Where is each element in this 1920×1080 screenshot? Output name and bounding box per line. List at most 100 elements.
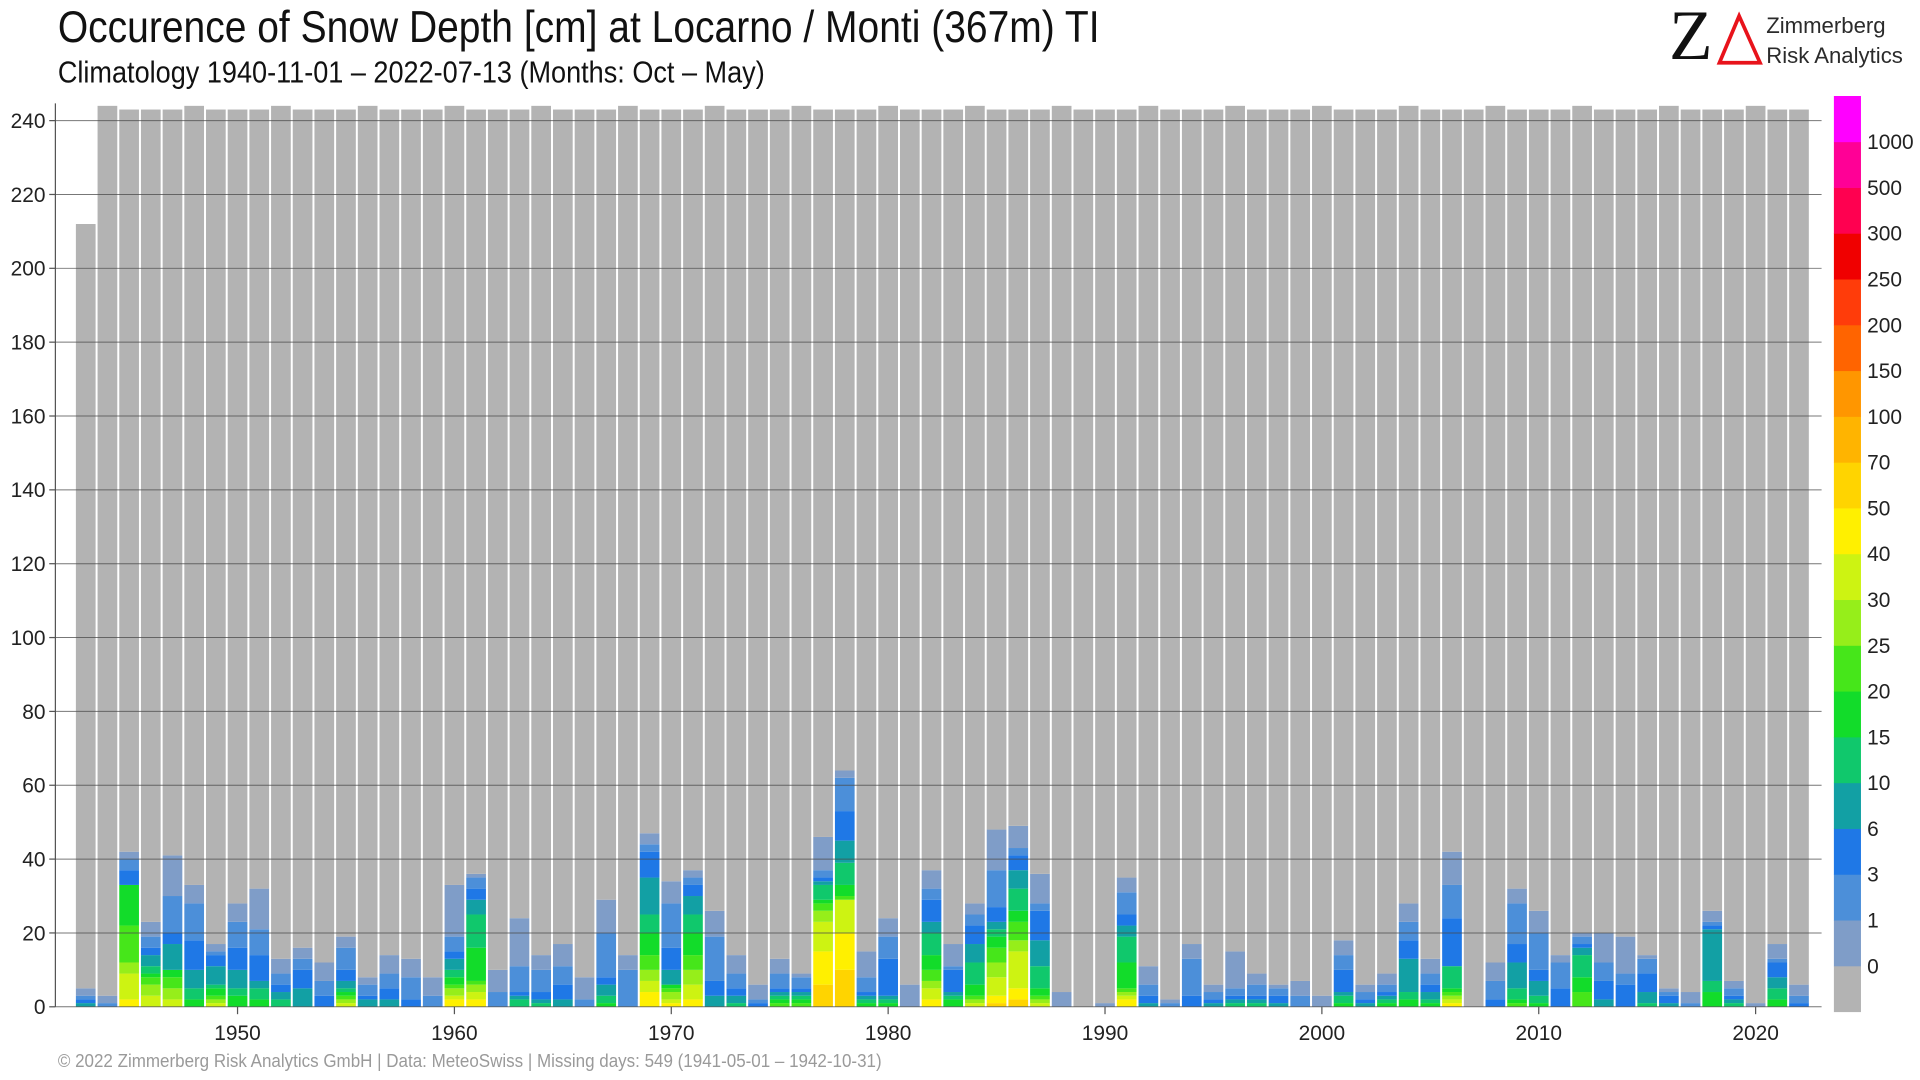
bar-segment bbox=[683, 896, 703, 915]
bar-segment-no-snow bbox=[444, 105, 465, 885]
x-tick-label: 1970 bbox=[648, 1022, 695, 1045]
bar-segment bbox=[1008, 825, 1029, 849]
bar-segment bbox=[227, 969, 248, 989]
bar-segment bbox=[162, 932, 183, 945]
bar-segment-no-snow bbox=[1615, 109, 1636, 937]
bar-segment bbox=[856, 995, 877, 1000]
bar-segment bbox=[466, 914, 486, 948]
y-tick-label: 160 bbox=[11, 405, 46, 428]
bar-segment bbox=[1225, 1003, 1245, 1007]
bar-segment bbox=[661, 969, 682, 985]
bar-segment-no-snow bbox=[748, 109, 768, 985]
bar-segment bbox=[1008, 855, 1029, 871]
bar-segment bbox=[1442, 966, 1462, 989]
bar-segment bbox=[813, 884, 833, 900]
bar-segment bbox=[1615, 984, 1636, 1007]
bar-segment bbox=[531, 992, 552, 1000]
legend-label: 500 bbox=[1867, 177, 1902, 200]
bar-segment bbox=[1116, 992, 1137, 996]
bar-segment-no-snow bbox=[791, 105, 812, 974]
bar-segment-no-snow bbox=[314, 109, 335, 963]
bar-segment bbox=[921, 932, 942, 956]
y-tick-label: 240 bbox=[11, 110, 46, 133]
bar-segment bbox=[1659, 1003, 1679, 1007]
legend-color-block bbox=[1833, 965, 1861, 1013]
bar-segment bbox=[552, 999, 573, 1007]
bar-segment bbox=[1550, 962, 1571, 989]
bar-segment bbox=[1528, 932, 1549, 970]
bar-segment bbox=[206, 984, 226, 989]
bar-segment bbox=[965, 903, 985, 915]
bar-segment bbox=[1246, 984, 1267, 996]
bar-segment bbox=[1030, 999, 1050, 1004]
bar-segment bbox=[834, 777, 855, 812]
bar-segment bbox=[769, 973, 790, 989]
bar-segment-no-snow bbox=[1572, 105, 1592, 933]
bar-segment-no-snow bbox=[1507, 109, 1527, 889]
bar-segment bbox=[1767, 962, 1788, 978]
bar-segment bbox=[1442, 992, 1462, 996]
legend-color-block bbox=[1833, 96, 1861, 143]
bar-segment bbox=[1485, 999, 1506, 1007]
bar-segment bbox=[1680, 1003, 1701, 1007]
bar-segment-no-snow bbox=[813, 109, 833, 837]
bar-segment bbox=[813, 951, 833, 985]
bar-segment bbox=[921, 980, 942, 989]
bar-segment-no-snow bbox=[487, 109, 508, 970]
bar-segment bbox=[1116, 988, 1137, 993]
bar-segment bbox=[878, 918, 898, 937]
bar-segment bbox=[1593, 962, 1614, 981]
bar-segment bbox=[1637, 992, 1658, 1004]
bar-segment bbox=[292, 958, 313, 970]
legend-color-block bbox=[1833, 233, 1861, 280]
bar-segment bbox=[75, 995, 96, 1000]
bar-segment-no-snow bbox=[661, 109, 682, 882]
bar-segment bbox=[162, 988, 183, 1000]
bar-segment bbox=[769, 988, 790, 993]
bar-segment bbox=[965, 999, 985, 1004]
bar-segment bbox=[140, 936, 161, 948]
bar-segment-no-snow bbox=[1355, 109, 1376, 985]
bar-segment bbox=[292, 988, 313, 1007]
bar-segment bbox=[878, 958, 898, 996]
bar-segment bbox=[1355, 1003, 1376, 1007]
bar-segment bbox=[184, 999, 205, 1007]
bar-segment bbox=[1724, 980, 1744, 989]
bar-segment bbox=[834, 770, 855, 778]
bar-segment bbox=[227, 903, 248, 922]
bar-segment bbox=[1702, 925, 1723, 930]
bar-segment bbox=[834, 969, 855, 1007]
bar-segment bbox=[184, 969, 205, 989]
bar-segment bbox=[206, 955, 226, 967]
bar-segment bbox=[639, 932, 660, 956]
y-tick-label: 60 bbox=[22, 775, 45, 798]
bar-segment bbox=[986, 995, 1007, 1004]
bar-segment bbox=[639, 877, 660, 915]
bar-segment-no-snow bbox=[422, 109, 443, 978]
bar-segment bbox=[422, 977, 443, 996]
bar-segment bbox=[683, 969, 703, 985]
bar-segment bbox=[1420, 984, 1441, 993]
y-tick-label: 80 bbox=[22, 701, 45, 724]
bar-segment bbox=[921, 969, 942, 981]
bar-segment-no-snow bbox=[1008, 109, 1029, 826]
bar-segment bbox=[791, 973, 812, 978]
bar-segment-no-snow bbox=[704, 105, 725, 911]
bar-segment bbox=[292, 947, 313, 959]
bar-segment bbox=[249, 980, 270, 989]
bar-segment bbox=[1485, 980, 1506, 1000]
bar-segment bbox=[921, 921, 942, 933]
bar-segment bbox=[921, 870, 942, 889]
legend-label: 15 bbox=[1867, 726, 1890, 749]
bar-segment bbox=[813, 910, 833, 922]
bar-segment bbox=[1268, 1003, 1289, 1007]
bar-segment bbox=[748, 1003, 768, 1007]
bar-segment bbox=[531, 955, 552, 970]
bar-segment bbox=[1377, 995, 1397, 1000]
bar-segment bbox=[878, 936, 898, 959]
logo-letter: Z bbox=[1668, 0, 1713, 76]
legend-label: 200 bbox=[1867, 314, 1902, 337]
bar-segment bbox=[683, 884, 703, 897]
bar-segment bbox=[487, 992, 508, 1007]
logo-delta-icon bbox=[1716, 11, 1763, 65]
